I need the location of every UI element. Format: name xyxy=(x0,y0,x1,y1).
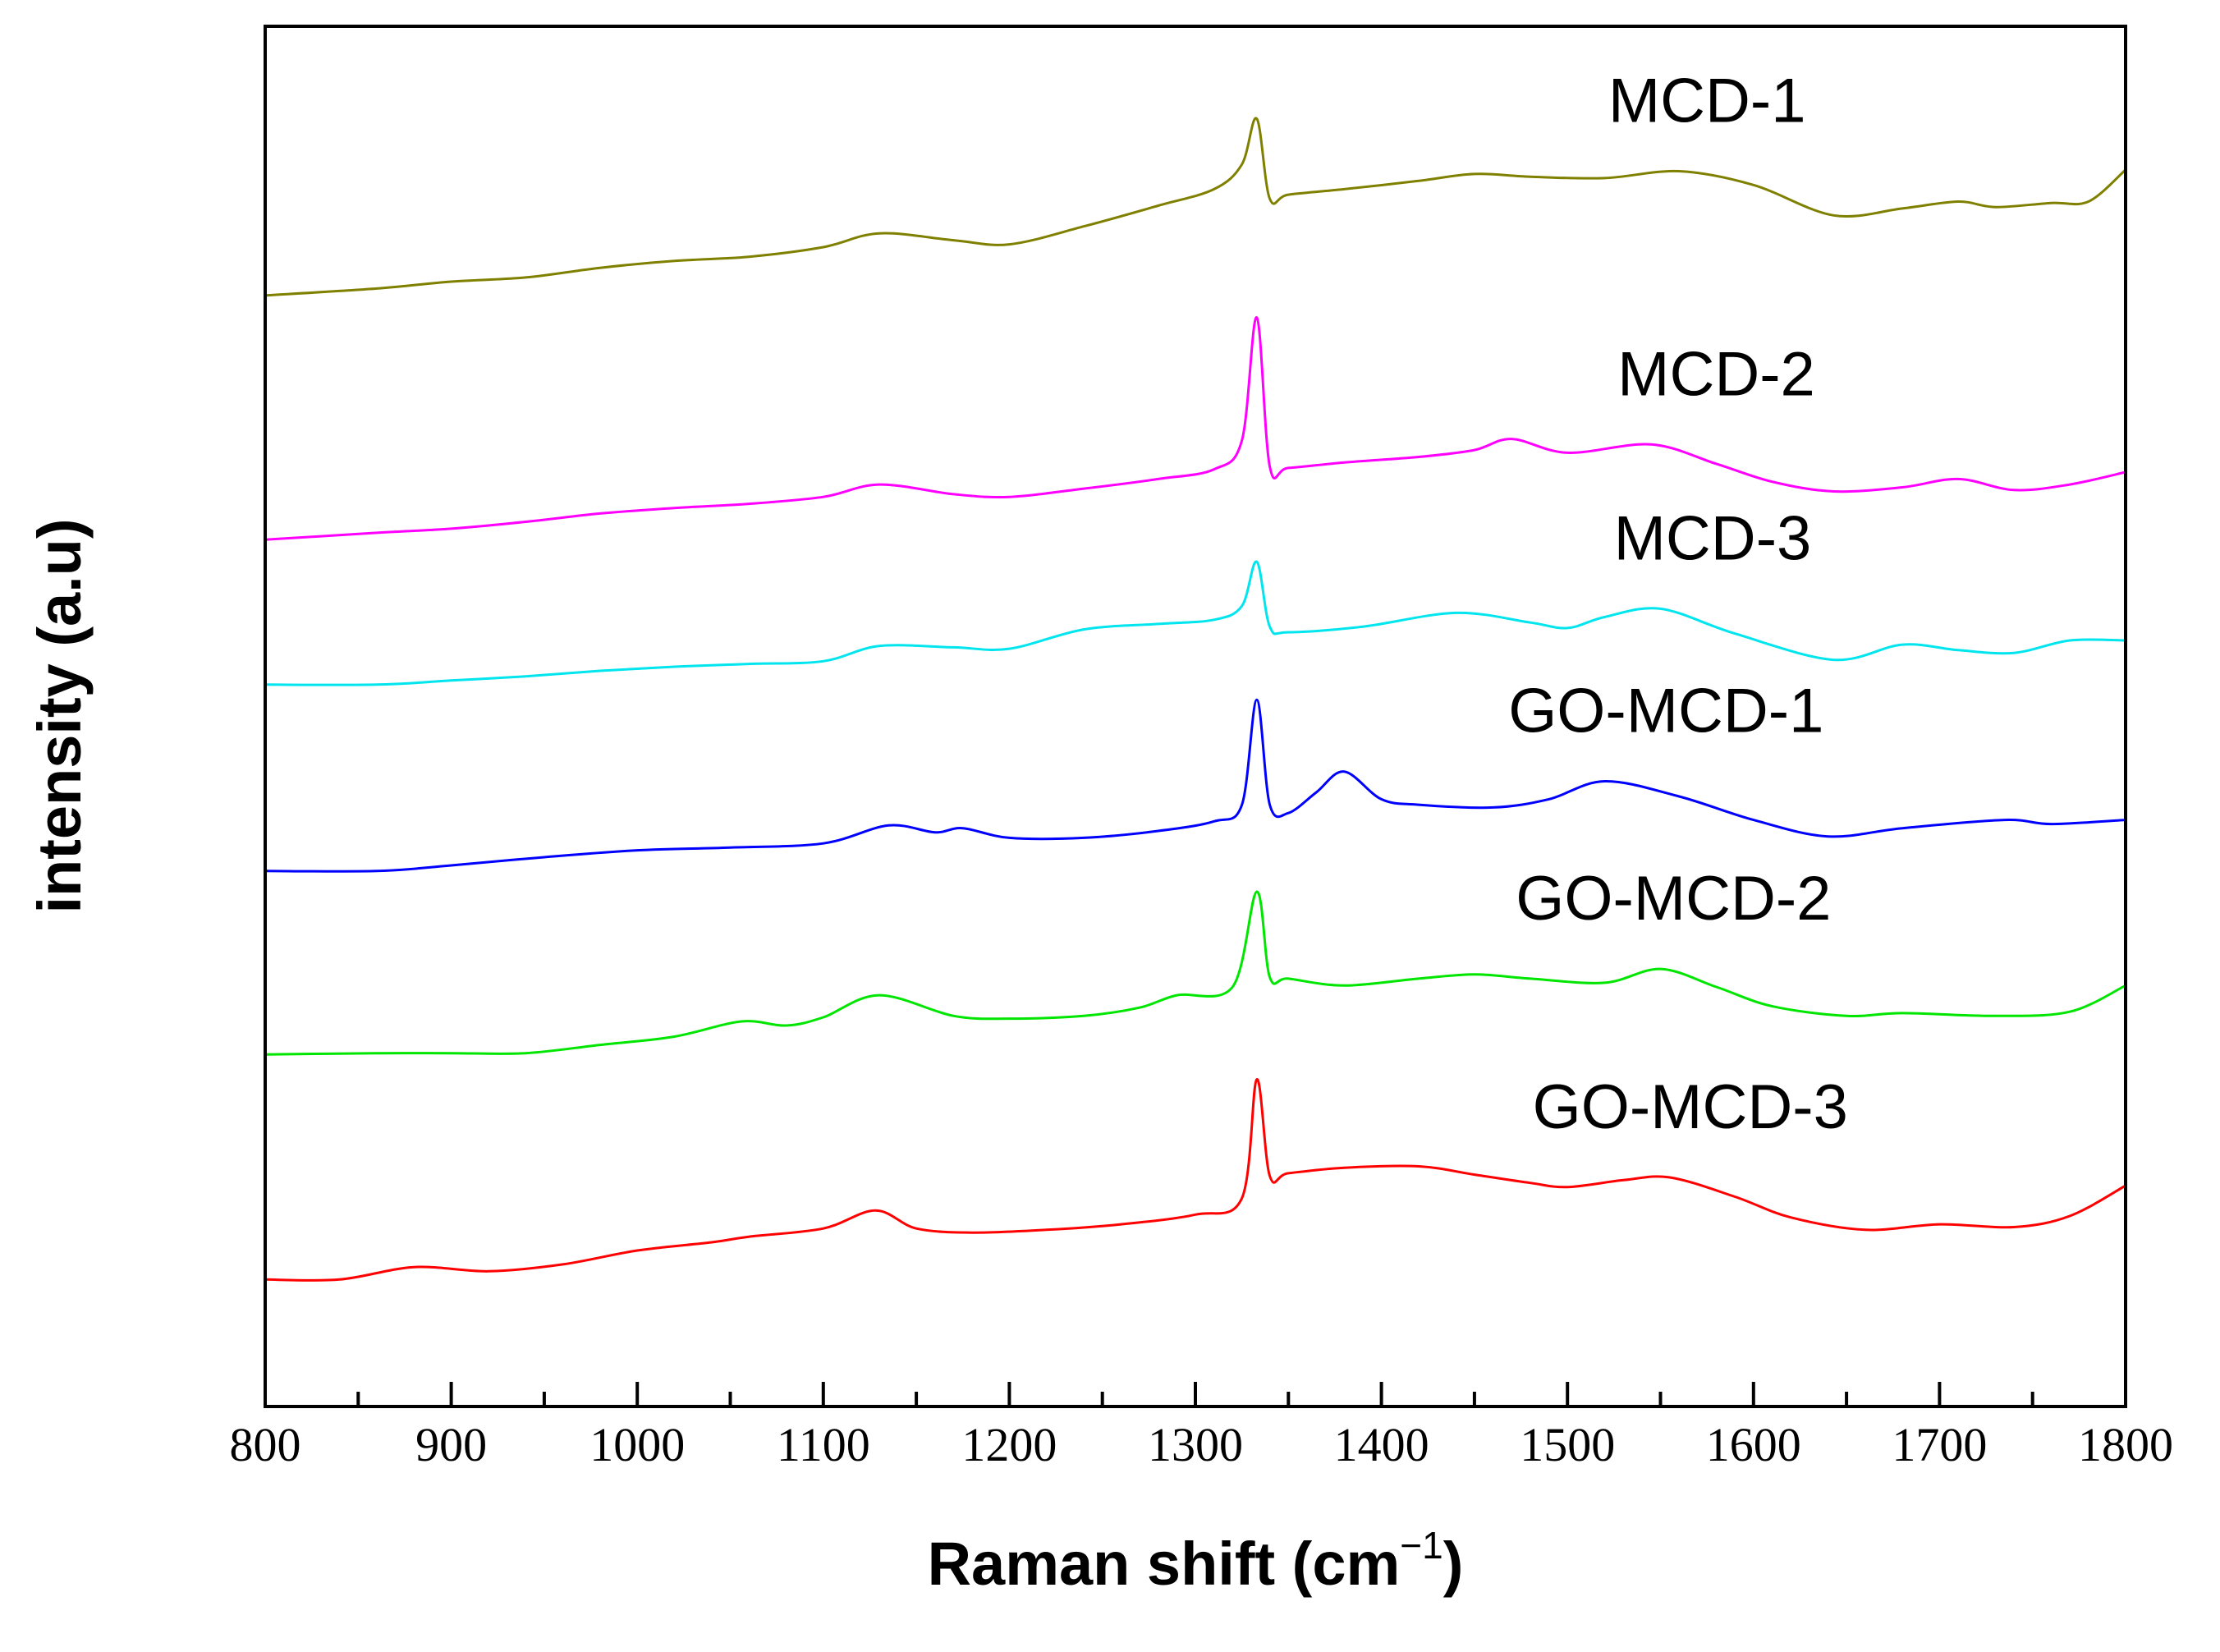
x-tick-label: 1400 xyxy=(1334,1418,1429,1471)
x-axis-title-superscript: −1 xyxy=(1400,1524,1443,1567)
x-axis-title: Raman shift (cm−1) xyxy=(928,1524,1464,1598)
series-line-go-mcd-1 xyxy=(264,698,2126,873)
x-tick-label: 1000 xyxy=(589,1418,685,1471)
x-axis-ticks: 800 900 1000 1100 1200 1300 1400 1500 1600 1700 18… xyxy=(230,1382,2173,1471)
series-label-mcd-1: MCD-1 xyxy=(1608,67,1806,136)
series-line-go-mcd-2 xyxy=(264,890,2126,1056)
series-label-go-mcd-3: GO-MCD-3 xyxy=(1533,1072,1848,1142)
plot-frame xyxy=(264,25,2127,1408)
x-tick-label: 900 xyxy=(415,1418,487,1471)
series-label-mcd-2: MCD-2 xyxy=(1617,339,1815,409)
x-axis-title-suffix: ) xyxy=(1443,1530,1464,1598)
series-line-mcd-2 xyxy=(264,316,2126,541)
x-tick-label: 1100 xyxy=(777,1418,870,1471)
series-label-go-mcd-2: GO-MCD-2 xyxy=(1516,864,1831,934)
x-axis-title-main: Raman shift (cm xyxy=(928,1530,1401,1598)
x-tick-label: 1300 xyxy=(1148,1418,1243,1471)
series-line-mcd-3 xyxy=(264,560,2126,686)
x-tick-label: 1800 xyxy=(2078,1418,2173,1471)
x-tick-label: 1600 xyxy=(1706,1418,1801,1471)
x-tick-label: 800 xyxy=(230,1418,301,1471)
x-tick-label: 1500 xyxy=(1520,1418,1615,1471)
series-label-mcd-3: MCD-3 xyxy=(1614,503,1812,573)
series-line-mcd-1 xyxy=(264,117,2126,297)
x-tick-label: 1700 xyxy=(1892,1418,1987,1471)
y-axis-title: intensity (a.u) xyxy=(25,518,94,913)
x-tick-label: 1200 xyxy=(961,1418,1057,1471)
series-labels: MCD-1 MCD-2 MCD-3 GO-MCD-1 GO-MCD-2 GO-MCD-3 xyxy=(1508,67,1848,1142)
series-layer xyxy=(264,117,2126,1282)
series-label-go-mcd-1: GO-MCD-1 xyxy=(1508,677,1823,746)
series-line-go-mcd-3 xyxy=(264,1078,2126,1282)
